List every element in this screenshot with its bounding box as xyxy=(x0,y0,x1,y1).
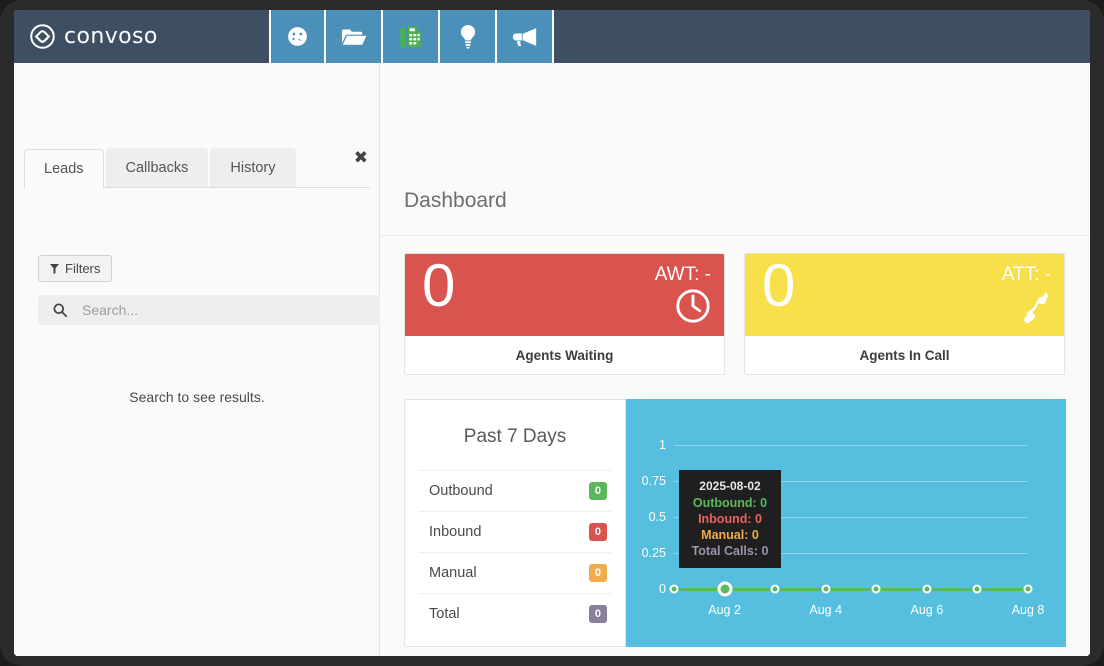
past-7-days-row-badge: 0 xyxy=(588,523,607,542)
tab-history-label: History xyxy=(230,160,276,176)
past-7-days-row-label: Inbound xyxy=(429,524,482,541)
chart-tooltip-row: Manual: 0 xyxy=(701,528,759,542)
page-title: Dashboard xyxy=(404,189,507,212)
chart-y-tick: 1 xyxy=(659,438,666,452)
past-7-days-card: Past 7 Days Outbound 0 Inbound 0 Manual 0 Tota… xyxy=(404,399,626,647)
past-7-days-row: Manual 0 xyxy=(419,552,611,593)
nav-bullhorn-icon-button[interactable] xyxy=(497,10,554,63)
chart-tooltip-row: Total Calls: 0 xyxy=(691,544,769,558)
phone-icon xyxy=(1014,287,1052,330)
lower-row: Past 7 Days Outbound 0 Inbound 0 Manual 0 Tota… xyxy=(404,399,1066,647)
agents-in-call-value: 0 xyxy=(762,253,796,319)
past-7-days-row: Total 0 xyxy=(419,593,611,634)
past-7-days-row-badge: 0 xyxy=(588,605,607,624)
fax-machine-icon xyxy=(399,25,422,49)
nav-fax-icon-button[interactable] xyxy=(383,10,440,63)
chart-tooltip-row: Outbound: 0 xyxy=(692,496,768,510)
chart-x-tick: Aug 8 xyxy=(1011,603,1045,617)
chart-data-point[interactable] xyxy=(871,584,881,594)
nav-lightbulb-icon-button[interactable] xyxy=(440,10,497,63)
chart-series-line xyxy=(674,587,1028,591)
nav-icon-group xyxy=(269,10,554,63)
filters-button[interactable]: Filters xyxy=(38,255,113,282)
left-panel: Leads Callbacks History ✖ xyxy=(14,63,384,656)
chart-tooltip-rows: Outbound: 0 Inbound: 0 Manual: 0 Total Call… xyxy=(692,496,769,558)
search-input[interactable] xyxy=(82,302,384,318)
chart-gridline xyxy=(674,553,1028,554)
agents-waiting-card[interactable]: 0 AWT: - Agents Waiting xyxy=(404,253,725,375)
agents-in-call-label: Agents In Call xyxy=(745,336,1064,374)
past-7-days-row-label: Total xyxy=(429,606,460,623)
tab-callbacks-label: Callbacks xyxy=(125,160,189,176)
search-icon xyxy=(38,303,82,317)
chart-data-point[interactable] xyxy=(821,584,831,594)
chart-data-point[interactable] xyxy=(717,581,733,597)
stat-card-group: 0 AWT: - Agents Waiting xyxy=(404,253,1065,375)
past-7-days-row: Outbound 0 xyxy=(419,470,611,511)
agents-waiting-card-top: 0 AWT: - xyxy=(405,254,724,336)
past-7-days-row-label: Manual xyxy=(429,565,477,582)
agents-waiting-label: Agents Waiting xyxy=(405,336,724,374)
tab-callbacks[interactable]: Callbacks xyxy=(105,148,209,187)
convoso-knot-logo-icon xyxy=(30,24,55,49)
chart-gridline xyxy=(674,445,1028,446)
app-window: convoso xyxy=(14,10,1090,656)
search-empty-message: Search to see results. xyxy=(129,389,265,405)
chart-x-tick: Aug 4 xyxy=(809,603,843,617)
chart-data-point[interactable] xyxy=(972,584,982,594)
chart-y-tick: 0.25 xyxy=(641,546,666,560)
agents-waiting-value: 0 xyxy=(422,253,456,319)
folder-open-icon xyxy=(341,26,367,48)
agents-in-call-card-top: 0 ATT: - xyxy=(745,254,1064,336)
nav-folder-icon-button[interactable] xyxy=(326,10,383,63)
chart-gridline xyxy=(674,481,1028,482)
bullhorn-icon xyxy=(512,26,538,48)
lightbulb-icon xyxy=(458,24,478,49)
search-bar[interactable] xyxy=(38,295,384,325)
top-navbar: convoso xyxy=(14,10,1090,63)
agents-waiting-kpi: AWT: - xyxy=(654,264,711,285)
chart-y-tick: 0.5 xyxy=(648,510,666,524)
chart-y-tick: 0.75 xyxy=(641,474,666,488)
left-panel-tabs: Leads Callbacks History ✖ xyxy=(24,148,370,188)
chart-x-tick: Aug 2 xyxy=(708,603,741,617)
clock-icon xyxy=(674,287,712,330)
tab-leads[interactable]: Leads xyxy=(24,149,104,188)
chart-data-point[interactable] xyxy=(669,584,679,594)
chart-data-point[interactable] xyxy=(770,584,780,594)
speedometer-icon xyxy=(285,24,310,49)
brand-logo-group[interactable]: convoso xyxy=(14,10,254,63)
close-icon[interactable]: ✖ xyxy=(353,148,368,168)
agents-in-call-kpi: ATT: - xyxy=(1001,264,1051,285)
funnel-icon xyxy=(50,263,59,274)
tab-history[interactable]: History xyxy=(210,148,296,187)
chart-tooltip-row: Inbound: 0 xyxy=(698,512,762,526)
past-7-days-title: Past 7 Days xyxy=(463,426,567,447)
chart-data-point[interactable] xyxy=(1023,584,1033,594)
left-panel-tabs-wrap: Leads Callbacks History ✖ xyxy=(24,148,370,188)
nav-dashboard-icon-button[interactable] xyxy=(269,10,326,63)
chart-y-tick: 0 xyxy=(659,582,666,596)
app-content: Leads Callbacks History ✖ xyxy=(14,63,1090,656)
brand-name: convoso xyxy=(64,24,158,49)
filters-button-label: Filters xyxy=(65,261,101,276)
tab-leads-label: Leads xyxy=(44,161,84,177)
past-7-days-row-badge: 0 xyxy=(588,564,607,583)
chart-gridline xyxy=(674,517,1028,518)
chart-data-point[interactable] xyxy=(922,584,932,594)
calls-line-chart[interactable]: 0 0.25 0.5 0.75 1 Aug 2 Aug 4 Aug 6 Aug 8 2025-0… xyxy=(626,399,1066,647)
agents-in-call-card[interactable]: 0 ATT: - Agents In Call xyxy=(744,253,1065,375)
dashboard-panel: Dashboard 0 AWT: - xyxy=(380,63,1090,656)
past-7-days-row: Inbound 0 xyxy=(419,511,611,552)
past-7-days-row-label: Outbound xyxy=(429,483,493,500)
past-7-days-row-badge: 0 xyxy=(588,482,607,501)
chart-x-tick: Aug 6 xyxy=(910,603,944,617)
past-7-days-rows: Outbound 0 Inbound 0 Manual 0 Total 0 xyxy=(419,470,611,634)
title-divider xyxy=(380,235,1090,236)
